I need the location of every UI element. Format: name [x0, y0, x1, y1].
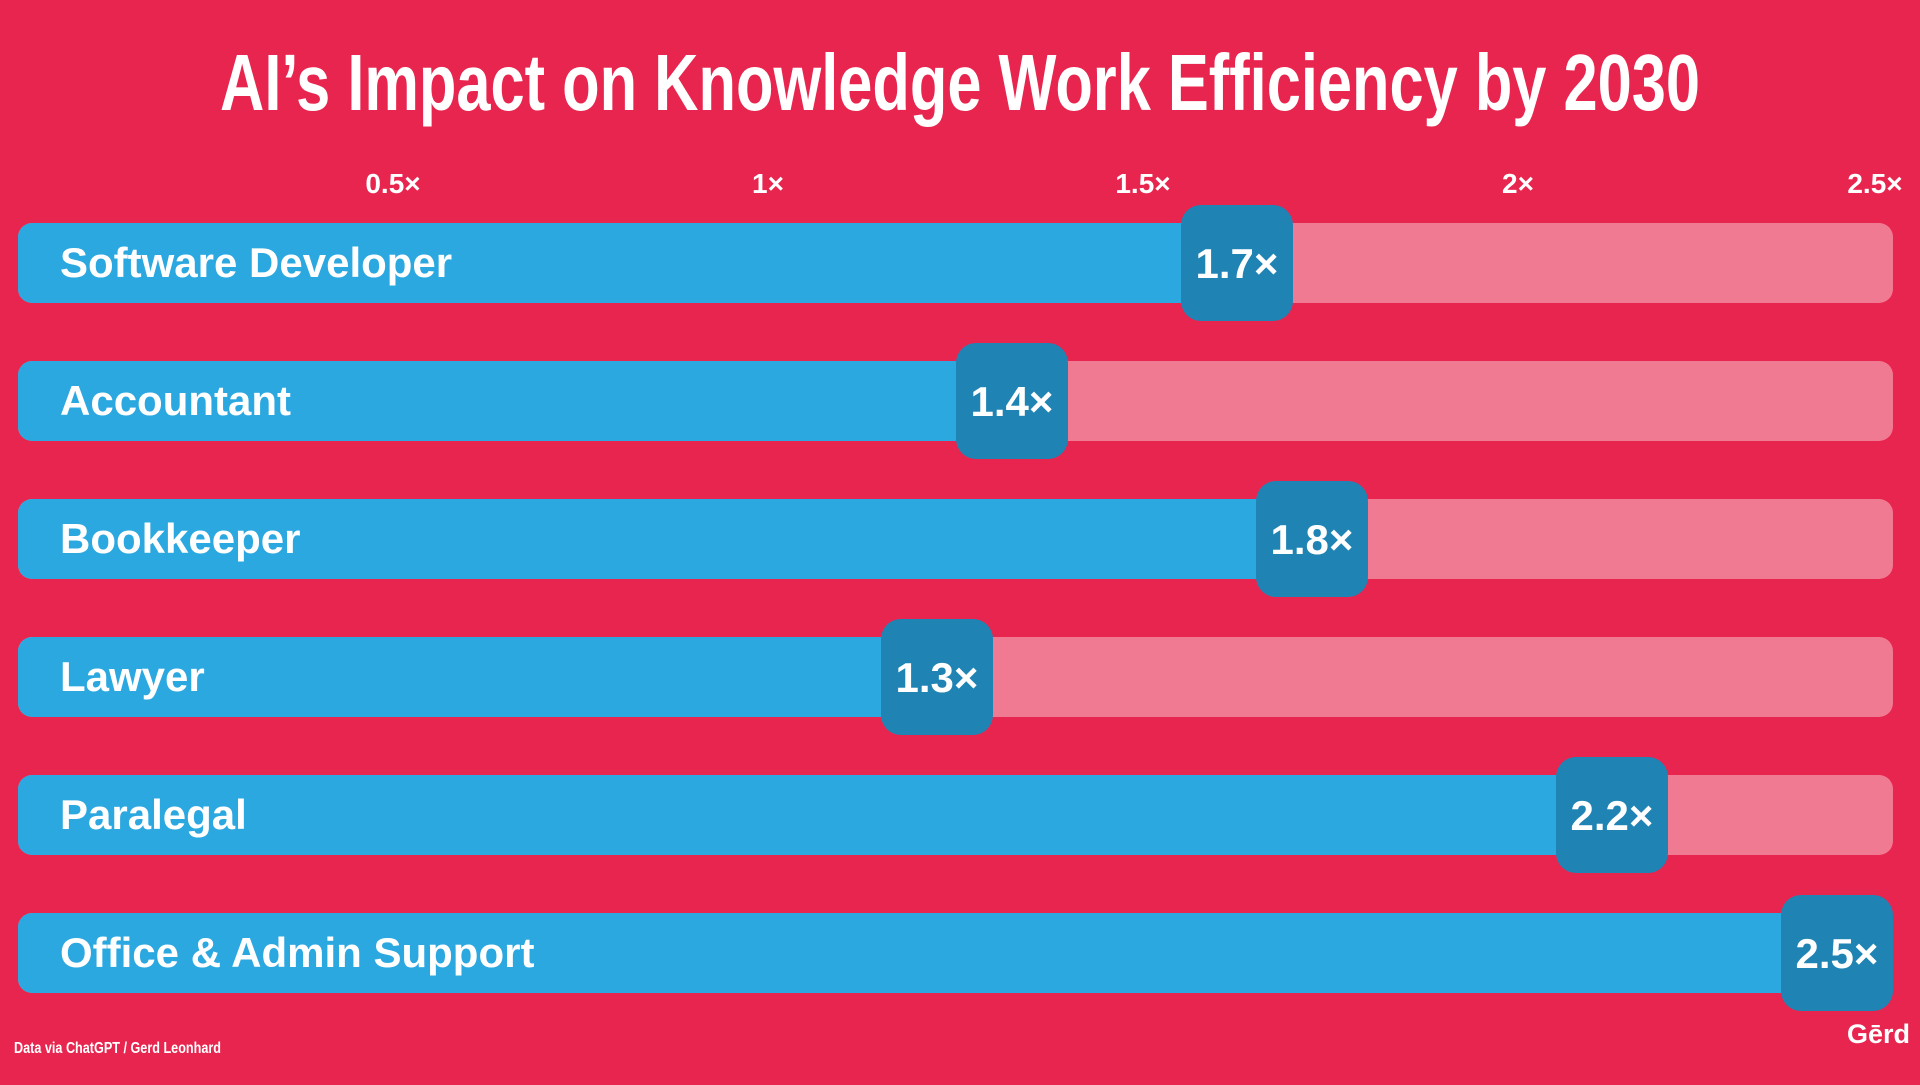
- bar-row: Paralegal 2.2×: [18, 757, 1893, 873]
- bar-fill: [18, 775, 1648, 855]
- x-tick-label: 1.5×: [1115, 168, 1170, 199]
- bar-value-label: 2.2×: [1571, 792, 1654, 839]
- value-badge: [1556, 757, 1668, 873]
- x-tick-label: 2×: [1502, 168, 1534, 199]
- bar-row: Accountant 1.4×: [18, 343, 1893, 459]
- bar-category-label: Accountant: [60, 377, 291, 424]
- value-badge: [1181, 205, 1293, 321]
- source-note: Data via ChatGPT / Gerd Leonhard: [14, 1040, 221, 1057]
- bar-fill: [18, 913, 1873, 993]
- bar-value-label: 1.3×: [896, 654, 979, 701]
- bar-fill: [18, 499, 1348, 579]
- value-badge: [1781, 895, 1893, 1011]
- bar-row: Software Developer 1.7×: [18, 205, 1893, 321]
- bar-value-label: 1.7×: [1196, 240, 1279, 287]
- bar-value-label: 2.5×: [1796, 930, 1879, 977]
- bar-fill: [18, 361, 1048, 441]
- bar-category-label: Software Developer: [60, 239, 452, 286]
- x-tick-label: 2.5×: [1847, 168, 1902, 199]
- bar-category-label: Paralegal: [60, 791, 247, 838]
- bar-fill: [18, 637, 973, 717]
- value-badge: [881, 619, 993, 735]
- bar-value-label: 1.8×: [1271, 516, 1354, 563]
- chart-title: AI’s Impact on Knowledge Work Efficiency…: [220, 38, 1700, 127]
- x-axis-ticks: 0.5× 1× 1.5× 2× 2.5×: [365, 168, 1902, 199]
- gerd-logo: Gērd: [1847, 1019, 1910, 1049]
- value-badge: [956, 343, 1068, 459]
- bar-value-label: 1.4×: [971, 378, 1054, 425]
- bar-category-label: Office & Admin Support: [60, 929, 534, 976]
- bar-row: Bookkeeper 1.8×: [18, 481, 1893, 597]
- bar-rows: Software Developer 1.7× Accountant 1.4× Book…: [18, 205, 1893, 1011]
- bar-row: Office & Admin Support 2.5×: [18, 895, 1893, 1011]
- bar-fill: [18, 223, 1273, 303]
- bar-category-label: Lawyer: [60, 653, 205, 700]
- x-tick-label: 0.5×: [365, 168, 420, 199]
- value-badge: [1256, 481, 1368, 597]
- x-tick-label: 1×: [752, 168, 784, 199]
- bar-row: Lawyer 1.3×: [18, 619, 1893, 735]
- bar-category-label: Bookkeeper: [60, 515, 300, 562]
